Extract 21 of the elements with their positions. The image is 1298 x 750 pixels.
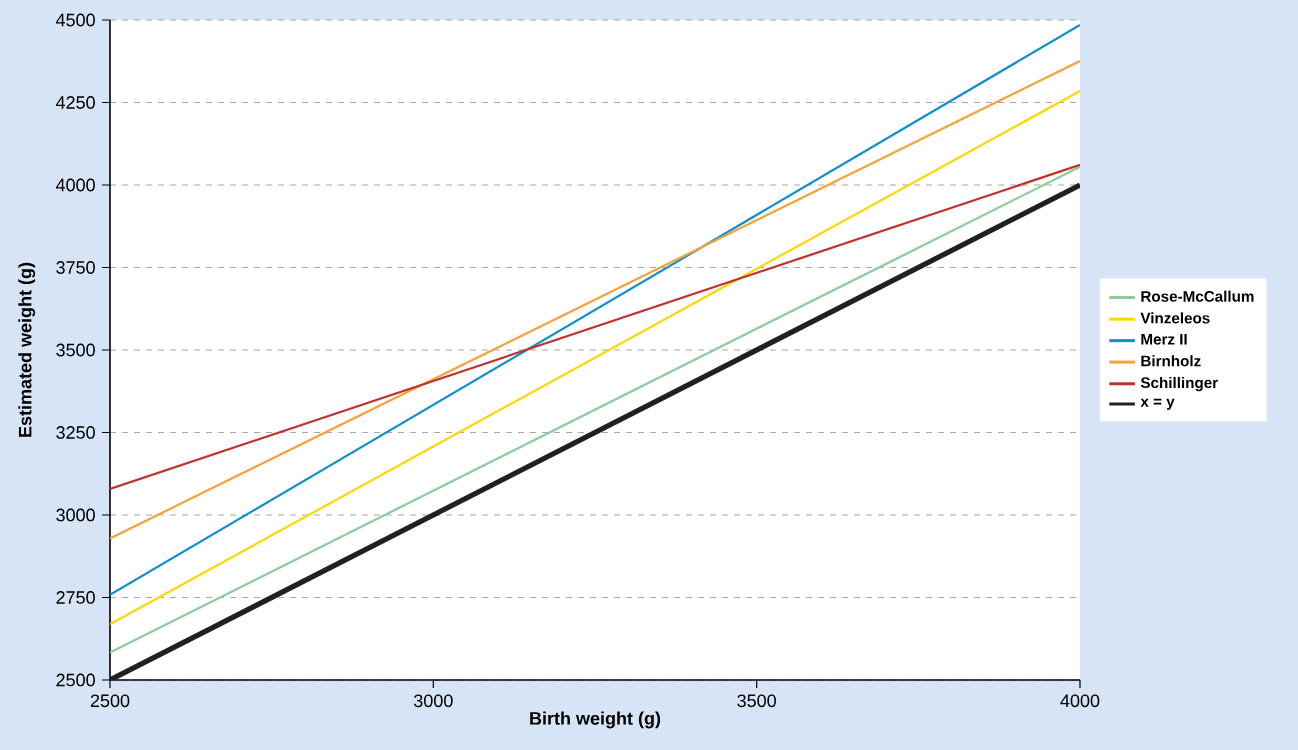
x-tick-label: 3500 — [737, 694, 776, 708]
x-tick-label: 2500 — [90, 694, 130, 708]
x-tick-label: 4000 — [1060, 694, 1100, 708]
y-tick-label: 4250 — [55, 96, 95, 109]
legend-label: Vinzeleos — [1140, 312, 1210, 324]
y-tick-label: 3250 — [56, 426, 95, 439]
legend-label: x = y — [1140, 398, 1175, 410]
y-tick-label: 2750 — [56, 591, 95, 604]
legend-label: Merz II — [1141, 334, 1187, 345]
legend-label: Schillinger — [1140, 376, 1218, 392]
y-tick-label: 3000 — [56, 508, 95, 522]
y-axis-title: Estimated weight (g) — [18, 262, 36, 437]
y-tick-label: 2500 — [56, 673, 95, 687]
y-tick-label: 4500 — [55, 13, 95, 27]
legend-label: Rose-McCallum — [1141, 290, 1254, 302]
y-tick-label: 3750 — [56, 261, 95, 274]
x-axis-title: Birth weight (g) — [530, 711, 661, 729]
x-tick-label: 3000 — [414, 694, 453, 708]
legend-label: Birnholz — [1141, 355, 1201, 367]
y-tick-label: 3500 — [56, 343, 95, 357]
y-tick-label: 4000 — [55, 178, 95, 192]
